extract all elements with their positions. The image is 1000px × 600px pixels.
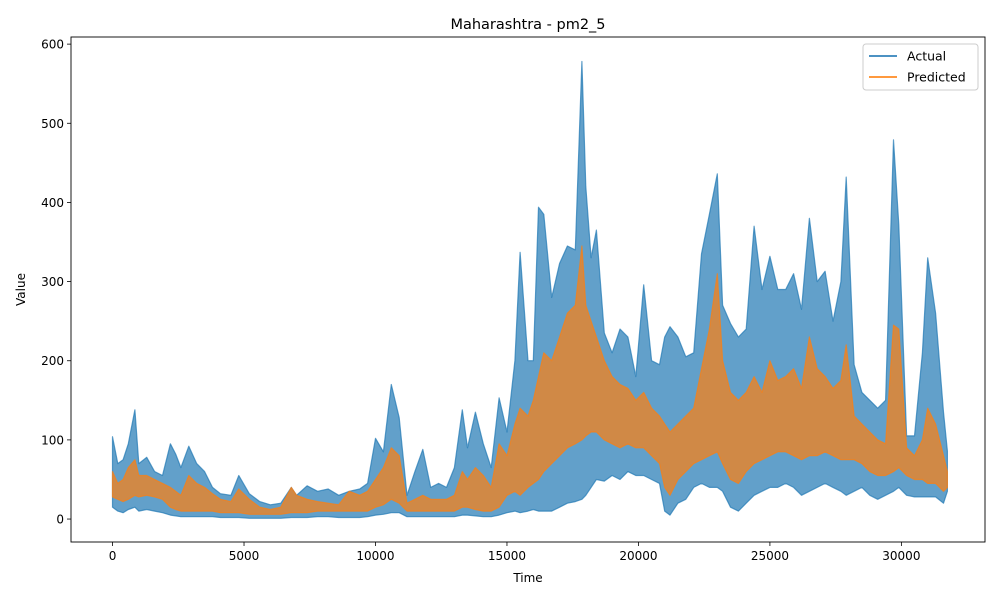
y-tick-label: 200 xyxy=(41,354,64,368)
x-tick-label: 10000 xyxy=(356,549,394,563)
legend: Actual Predicted xyxy=(862,43,979,91)
x-tick-label: 20000 xyxy=(619,549,657,563)
x-tick-label: 15000 xyxy=(488,549,526,563)
x-tick-label: 30000 xyxy=(882,549,920,563)
legend-label-actual: Actual xyxy=(907,49,946,64)
x-tick-label: 25000 xyxy=(751,549,789,563)
x-axis: 0 5000 10000 15000 20000 25000 30000 xyxy=(109,542,920,563)
series-predicted xyxy=(111,245,948,515)
x-tick-label: 5000 xyxy=(229,549,260,563)
y-axis: 0 100 200 300 400 500 600 xyxy=(41,38,71,527)
y-tick-label: 300 xyxy=(41,275,64,289)
y-tick-label: 0 xyxy=(56,513,64,527)
y-tick-label: 500 xyxy=(41,117,64,131)
legend-label-predicted: Predicted xyxy=(907,70,966,85)
axes-frame xyxy=(70,36,986,543)
y-tick-label: 400 xyxy=(41,196,64,210)
y-tick-label: 100 xyxy=(41,433,64,447)
x-axis-label: Time xyxy=(512,571,542,585)
chart-title: Maharashtra - pm2_5 xyxy=(450,17,605,33)
y-axis-label: Value xyxy=(14,273,28,306)
x-tick-label: 0 xyxy=(109,549,117,563)
y-tick-label: 600 xyxy=(41,38,64,52)
series-layer xyxy=(111,60,948,519)
